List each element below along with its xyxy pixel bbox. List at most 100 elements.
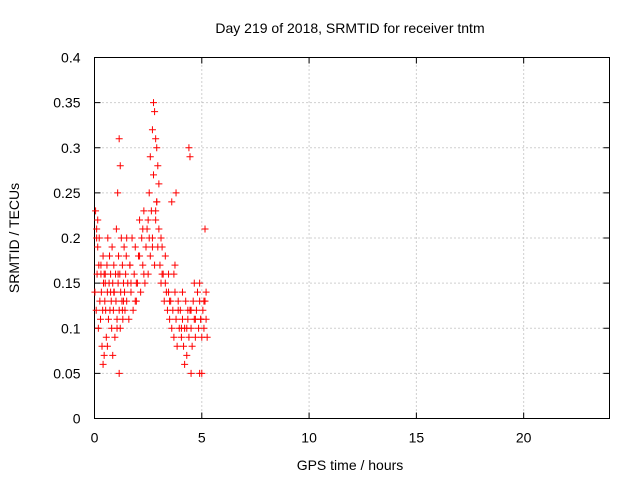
data-point: [116, 162, 124, 170]
data-point: [177, 324, 185, 332]
data-point: [150, 99, 158, 107]
data-point: [182, 297, 190, 305]
data-point: [94, 216, 102, 224]
data-point: [168, 324, 176, 332]
data-point: [107, 288, 115, 296]
data-point: [148, 243, 156, 251]
data-point: [120, 243, 128, 251]
data-point: [187, 369, 195, 377]
y-tick-label: 0.2: [61, 230, 81, 246]
data-point: [177, 333, 185, 341]
data-point: [202, 288, 210, 296]
y-tick-label: 0: [73, 411, 81, 427]
data-point: [136, 216, 144, 224]
data-point: [194, 288, 201, 296]
data-point: [137, 288, 145, 296]
data-point: [138, 234, 146, 242]
data-point: [190, 279, 198, 287]
data-point: [161, 252, 169, 260]
data-point: [165, 288, 173, 296]
data-point: [91, 288, 99, 296]
data-point: [102, 333, 110, 341]
data-point: [92, 306, 100, 314]
data-point: [140, 270, 148, 278]
data-point: [97, 315, 105, 323]
data-point: [127, 288, 135, 296]
data-point: [104, 315, 112, 323]
data-point: [183, 351, 191, 359]
data-point: [97, 288, 105, 296]
axis-ticks: 0 5 10 15 20 0 0.05 0.1 0.15 0.2 0.25 0.3 0.35 0.4: [53, 50, 610, 446]
data-point: [130, 270, 138, 278]
data-point: [110, 261, 118, 269]
data-point: [170, 270, 178, 278]
data-point: [199, 306, 207, 314]
data-point: [121, 288, 129, 296]
data-point: [146, 153, 154, 161]
data-point: [174, 297, 182, 305]
data-point: [148, 126, 156, 134]
data-point: [115, 369, 123, 377]
data-point: [191, 333, 199, 341]
data-point: [173, 342, 181, 350]
data-point: [93, 225, 101, 233]
data-point: [99, 360, 107, 368]
data-point: [111, 333, 119, 341]
data-point: [139, 261, 147, 269]
y-tick-label: 0.1: [61, 320, 81, 336]
data-point: [131, 297, 139, 305]
data-point: [100, 351, 108, 359]
data-point: [171, 288, 179, 296]
data-point: [189, 297, 197, 305]
data-point: [141, 279, 149, 287]
y-tick-label: 0.15: [53, 275, 80, 291]
data-point: [145, 189, 153, 197]
y-tick-label: 0.25: [53, 185, 80, 201]
data-points: [91, 99, 211, 377]
data-point: [152, 216, 160, 224]
data-point: [129, 306, 137, 314]
data-point: [92, 207, 100, 215]
data-point: [170, 333, 178, 341]
data-point: [153, 198, 161, 206]
data-point: [158, 243, 166, 251]
data-point: [150, 171, 158, 179]
data-point: [200, 297, 208, 305]
data-point: [126, 261, 134, 269]
data-point: [174, 306, 182, 314]
data-point: [122, 252, 130, 260]
data-point: [113, 324, 121, 332]
x-axis-label: GPS time / hours: [297, 457, 404, 473]
data-point: [140, 207, 148, 215]
data-point: [100, 270, 108, 278]
data-point: [166, 297, 174, 305]
chart-title: Day 219 of 2018, SRMTID for receiver tnt…: [215, 20, 484, 36]
data-point: [122, 270, 130, 278]
data-point: [131, 243, 139, 251]
data-point: [101, 297, 109, 305]
data-point: [94, 243, 102, 251]
data-point: [115, 252, 123, 260]
x-tick-label: 0: [91, 430, 99, 446]
data-point: [136, 252, 144, 260]
data-point: [201, 225, 209, 233]
data-point: [97, 261, 105, 269]
data-point: [108, 243, 116, 251]
data-point: [142, 243, 150, 251]
data-point: [158, 270, 166, 278]
grid: [94, 57, 610, 419]
plot-frame: [94, 57, 610, 419]
y-tick-label: 0.3: [61, 140, 81, 156]
data-point: [99, 252, 107, 260]
data-point: [172, 315, 180, 323]
data-point: [184, 306, 192, 314]
data-point: [119, 315, 127, 323]
data-point: [198, 369, 206, 377]
data-point: [112, 297, 120, 305]
data-point: [125, 315, 133, 323]
data-point: [157, 234, 165, 242]
data-point: [186, 153, 194, 161]
data-point: [103, 342, 111, 350]
data-point: [155, 225, 163, 233]
